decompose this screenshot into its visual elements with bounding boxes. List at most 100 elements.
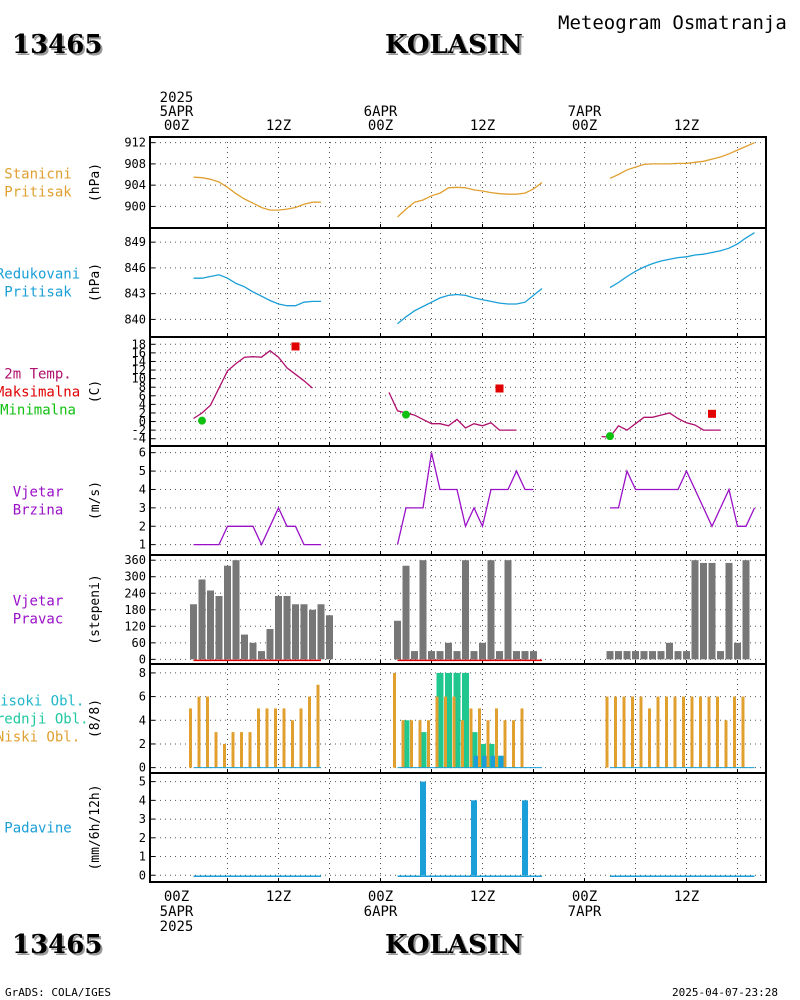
bar xyxy=(725,562,733,660)
series-line xyxy=(397,287,543,325)
bar xyxy=(249,642,257,660)
bar xyxy=(734,642,741,660)
y-tick-label: 2 xyxy=(139,519,146,533)
cloud-bar xyxy=(257,708,260,768)
y-tick-label: 908 xyxy=(124,157,146,171)
panel-label: Minimalna xyxy=(0,403,76,419)
bar xyxy=(513,651,520,660)
bar xyxy=(445,642,452,660)
series-line xyxy=(388,392,517,431)
cloud-bar xyxy=(402,720,410,768)
time-label-bottom: 2025 xyxy=(160,919,194,935)
station-name-bottom: KOLASIN xyxy=(385,930,523,960)
y-tick-label: 5 xyxy=(139,464,146,478)
y-tick-label: 2 xyxy=(139,737,146,751)
y-tick-label: 846 xyxy=(124,261,146,275)
unit-label: (stepeni) xyxy=(88,574,103,644)
y-tick-label: 300 xyxy=(124,570,146,584)
cloud-bar xyxy=(240,732,243,768)
cloud-bar xyxy=(308,696,311,768)
cloud-bar xyxy=(418,720,422,768)
panel-clouds: 0 2 4 6 8 (8/8) Visoki Obl. Srednji Obl. Niski O… xyxy=(0,663,767,775)
timestamp-text: 2025-04-07-23:28 xyxy=(672,986,778,999)
min-temp-marker xyxy=(198,416,206,425)
time-label-bottom: 00Z xyxy=(164,889,189,905)
bar xyxy=(258,651,265,660)
cloud-bar xyxy=(503,720,507,768)
bar xyxy=(530,651,537,660)
bar xyxy=(742,560,750,660)
bar xyxy=(479,642,486,660)
panel-label: Niski Obl. xyxy=(0,730,80,746)
time-label-top: 2025 xyxy=(160,90,194,106)
series-line xyxy=(193,176,321,211)
panel-label: Pritisak xyxy=(4,285,72,301)
cloud-bar xyxy=(410,720,413,768)
y-tick-label: 849 xyxy=(124,235,146,249)
cloud-bar xyxy=(605,696,609,768)
cloud-bar xyxy=(495,708,498,768)
panel-label: Redukovani xyxy=(0,267,80,283)
y-tick-label: 12 xyxy=(132,363,146,377)
cloud-bar xyxy=(724,720,728,768)
series-line xyxy=(193,349,313,420)
cloud-bar xyxy=(486,720,490,768)
time-label-top: 00Z xyxy=(368,118,393,134)
y-tick-label: 8 xyxy=(139,380,146,394)
y-tick-label: 904 xyxy=(124,178,146,192)
bar xyxy=(496,651,503,660)
y-tick-label: 912 xyxy=(124,136,146,150)
bar xyxy=(522,800,528,876)
bar xyxy=(649,651,656,660)
y-tick-label: 0 xyxy=(139,761,146,775)
time-label-bottom: 7APR xyxy=(568,904,602,920)
cloud-bar xyxy=(291,720,294,768)
bar xyxy=(717,651,724,660)
panel-wind_speed: 1 2 3 4 5 6 (m/s) Vjetar Brzina xyxy=(13,445,767,556)
y-tick-label: 843 xyxy=(124,287,146,301)
bar xyxy=(428,651,435,660)
cloud-bar xyxy=(673,696,677,768)
cloud-bar xyxy=(469,708,473,768)
cloud-bar xyxy=(741,696,745,768)
bar xyxy=(224,565,231,660)
y-tick-label: 240 xyxy=(124,586,146,600)
bar xyxy=(691,560,699,660)
series-line xyxy=(193,274,321,307)
y-tick-label: 6 xyxy=(139,690,146,704)
cloud-bar xyxy=(499,755,504,768)
unit-label: (hPa) xyxy=(88,163,103,202)
cloud-bar xyxy=(452,696,456,768)
time-label-top: 12Z xyxy=(266,118,291,134)
cloud-bar xyxy=(274,708,277,768)
series-line xyxy=(609,232,755,289)
unit-label: (m/s) xyxy=(88,481,103,520)
max-temp-marker xyxy=(291,342,300,351)
bar xyxy=(317,604,325,660)
bar xyxy=(266,629,274,660)
time-label-bottom: 00Z xyxy=(368,889,393,905)
bar xyxy=(190,604,197,660)
station-id-top: 13465 xyxy=(12,30,103,60)
series-line xyxy=(610,469,756,528)
cloud-bar xyxy=(316,684,320,768)
cloud-bar xyxy=(231,732,235,768)
y-tick-label: 2 xyxy=(139,831,146,845)
y-tick-label: 0 xyxy=(139,415,146,429)
unit-label: (mm/6h/12h) xyxy=(88,784,103,870)
time-label-bottom: 00Z xyxy=(572,889,597,905)
cloud-bar xyxy=(699,696,702,768)
bar xyxy=(504,560,512,660)
y-tick-label: 2 xyxy=(139,406,146,420)
bar xyxy=(232,560,240,660)
cloud-bar xyxy=(248,732,252,768)
bar xyxy=(283,596,291,660)
y-tick-label: 900 xyxy=(124,199,146,213)
bar xyxy=(462,560,469,660)
panel-label: Vjetar xyxy=(13,594,64,610)
credit-text: GrADS: COLA/IGES xyxy=(5,986,111,999)
y-tick-label: 6 xyxy=(139,389,146,403)
bar xyxy=(606,651,614,660)
cloud-bar xyxy=(444,696,447,768)
panel-label: Vjetar xyxy=(13,485,64,501)
